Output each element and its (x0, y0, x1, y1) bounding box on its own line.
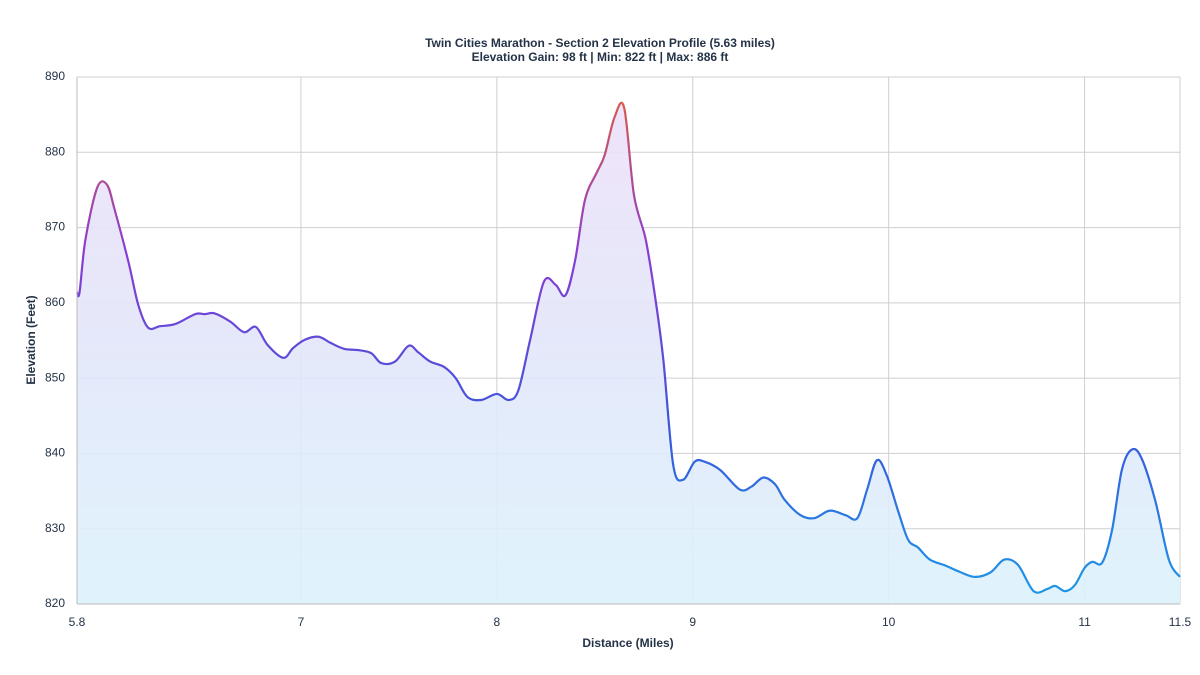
chart-title: Twin Cities Marathon - Section 2 Elevati… (425, 36, 775, 50)
x-tick-label: 10 (882, 615, 896, 629)
y-tick-label: 860 (45, 295, 65, 309)
y-axis-label: Elevation (Feet) (24, 295, 38, 384)
y-tick-label: 880 (45, 144, 65, 158)
y-tick-label: 870 (45, 220, 65, 234)
line (75, 101, 1181, 594)
x-tick-label: 9 (689, 615, 696, 629)
x-tick-label: 8 (494, 615, 501, 629)
area (77, 102, 1180, 605)
x-tick-label: 7 (298, 615, 305, 629)
chart-subtitle: Elevation Gain: 98 ft | Min: 822 ft | Ma… (472, 50, 729, 64)
y-tick-label: 890 (45, 69, 65, 83)
x-tick-label: 5.8 (69, 615, 86, 629)
y-tick-label: 820 (45, 596, 65, 610)
x-tick-label: 11 (1078, 615, 1091, 629)
x-axis-label: Distance (Miles) (582, 636, 673, 650)
x-tick-label: 11.5 (1169, 615, 1192, 629)
y-tick-label: 840 (45, 446, 65, 460)
y-tick-label: 830 (45, 521, 65, 535)
y-tick-label: 850 (45, 370, 65, 384)
